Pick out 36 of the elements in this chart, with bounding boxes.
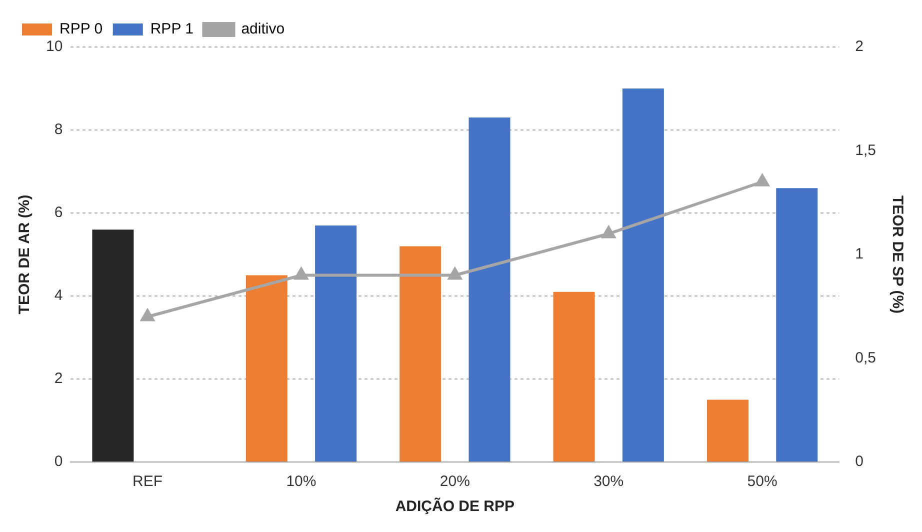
bar bbox=[622, 88, 664, 462]
bar bbox=[92, 230, 134, 462]
y-tick-label: 8 bbox=[54, 121, 63, 138]
point bbox=[140, 309, 154, 322]
bar bbox=[468, 118, 510, 462]
y2-tick-label: 1 bbox=[855, 246, 864, 263]
point bbox=[602, 226, 616, 238]
y2-tick-label: 0,5 bbox=[855, 349, 876, 366]
bar bbox=[315, 225, 357, 462]
x-tick-label: 10% bbox=[286, 473, 316, 490]
y-tick-label: 4 bbox=[54, 287, 63, 304]
x-tick-label: REF bbox=[132, 473, 163, 490]
y-axis-title: TEOR DE AR (%) bbox=[16, 194, 34, 314]
bar bbox=[400, 246, 442, 462]
bar bbox=[246, 275, 288, 462]
point bbox=[294, 268, 308, 280]
bar bbox=[553, 292, 595, 462]
x-tick-label: 50% bbox=[747, 473, 778, 490]
legend-label: RPP 1 bbox=[150, 20, 194, 38]
y2-tick-label: 0 bbox=[855, 453, 864, 470]
bar bbox=[776, 188, 818, 462]
y2-axis-title: TEOR DE SP (%) bbox=[888, 195, 906, 314]
legend-label: RPP 0 bbox=[60, 20, 103, 38]
point bbox=[756, 174, 769, 186]
x-axis-title: ADIÇÃO DE RPP bbox=[395, 497, 515, 516]
legend-label: aditivo bbox=[241, 20, 285, 38]
bar bbox=[706, 400, 748, 462]
y2-tick-label: 2 bbox=[855, 38, 864, 56]
x-tick-label: 20% bbox=[440, 473, 470, 490]
y-tick-label: 6 bbox=[54, 204, 63, 222]
x-tick-label: 30% bbox=[594, 473, 624, 490]
y-tick-label: 2 bbox=[54, 370, 63, 388]
y-tick-label: 10 bbox=[46, 38, 63, 56]
y-tick-label: 0 bbox=[54, 453, 63, 470]
y2-tick-label: 1,5 bbox=[855, 142, 876, 159]
point bbox=[448, 268, 462, 280]
